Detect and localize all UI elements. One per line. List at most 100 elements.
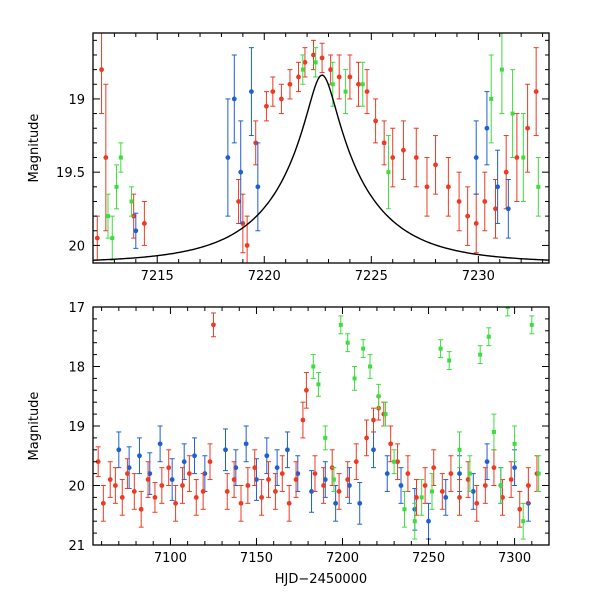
bottom-red-point <box>125 471 130 476</box>
top-red-point <box>514 155 520 160</box>
top-red-point <box>328 67 334 73</box>
top-green-point <box>510 111 515 116</box>
bottom-red-point <box>439 489 445 494</box>
bottom-green-point <box>311 364 316 369</box>
top-red-point <box>278 96 284 102</box>
bottom-red-point <box>279 471 285 476</box>
bottom-red-point <box>312 471 318 476</box>
bottom-blue-point <box>157 441 163 447</box>
bottom-red-point <box>345 477 351 482</box>
top-red-point <box>103 155 109 160</box>
bottom-red-point <box>474 500 480 506</box>
top-red-point <box>99 67 104 73</box>
bottom-y-tick-label: 19 <box>68 420 85 435</box>
bottom-green-point <box>316 382 321 387</box>
top-red-point <box>493 206 498 212</box>
top-red-point <box>433 162 438 168</box>
bottom-blue-point <box>295 471 301 476</box>
bottom-blue-point <box>470 489 476 494</box>
bottom-red-point <box>200 489 206 494</box>
top-red-point <box>244 243 250 248</box>
top-y-tick-label: 19.5 <box>56 166 85 181</box>
bottom-red-point <box>166 465 172 471</box>
bottom-blue-point <box>264 453 270 459</box>
bottom-red-point <box>508 477 514 482</box>
top-y-tick-label: 19 <box>68 93 85 108</box>
bottom-red-point <box>231 477 237 482</box>
bottom-red-point <box>293 477 299 482</box>
bottom-blue-point <box>371 447 376 453</box>
top-ticks <box>92 33 549 263</box>
bottom-blue-point <box>137 453 142 459</box>
top-red-point <box>401 147 406 153</box>
bottom-red-point <box>245 483 251 488</box>
top-red-point <box>482 199 488 204</box>
bottom-red-point <box>119 495 125 500</box>
bottom-blue-point <box>181 459 187 465</box>
bottom-green-point <box>512 441 517 446</box>
top-series-green <box>105 33 541 261</box>
top-red-point <box>465 213 471 219</box>
bottom-red-point <box>517 506 523 512</box>
top-red-point <box>141 221 147 226</box>
bottom-red-point <box>180 483 185 488</box>
top-blue-point <box>495 184 501 190</box>
top-data-series <box>94 33 541 263</box>
bottom-green-point <box>338 322 343 327</box>
bottom-blue-point <box>192 453 197 459</box>
bottom-red-point <box>300 417 306 423</box>
bottom-red-point <box>525 483 531 488</box>
bottom-red-point <box>107 477 113 482</box>
bottom-red-point <box>159 483 165 488</box>
bottom-panel: 7100 7150 7200 7250 7300 17 18 19 20 21 Magnitud… <box>27 301 550 587</box>
bottom-green-point <box>536 471 541 476</box>
bottom-blue-point <box>254 477 259 482</box>
bottom-red-point <box>414 495 419 500</box>
bottom-blue-point <box>333 500 339 506</box>
top-red-point <box>373 118 378 124</box>
top-green-point <box>489 96 494 101</box>
bottom-red-point <box>95 459 101 465</box>
bottom-blue-point <box>223 447 228 453</box>
bottom-green-point <box>361 346 366 351</box>
bottom-red-point <box>273 489 278 494</box>
bottom-green-point <box>447 358 452 363</box>
top-series-blue <box>133 47 511 249</box>
bottom-red-point <box>422 483 428 488</box>
bottom-red-point <box>336 489 342 494</box>
bottom-red-point <box>152 495 158 500</box>
top-blue-point <box>238 169 244 175</box>
bottom-green-point <box>368 364 373 369</box>
top-blue-point <box>473 155 479 160</box>
top-red-point <box>287 81 293 87</box>
bottom-x-axis-label: HJD−2450000 <box>275 572 367 587</box>
top-green-point <box>105 214 110 219</box>
bottom-red-point <box>211 322 216 328</box>
bottom-red-point <box>405 471 411 476</box>
bottom-green-point <box>345 340 350 345</box>
bottom-y-tick-label: 17 <box>68 301 85 316</box>
bottom-green-point <box>457 447 462 452</box>
bottom-red-point <box>500 495 505 500</box>
top-x-tick-labels: 7215 7220 7225 7230 <box>141 269 495 284</box>
top-red-point <box>503 169 509 175</box>
top-green-point <box>129 199 134 204</box>
bottom-red-point <box>286 500 292 506</box>
bottom-red-point <box>193 495 199 500</box>
top-blue-point <box>231 96 237 102</box>
bottom-ticks <box>93 306 550 546</box>
bottom-y-tick-label: 18 <box>68 361 85 376</box>
top-green-point <box>330 82 335 87</box>
bottom-blue-point <box>457 471 462 476</box>
top-x-tick-label: 7220 <box>248 269 281 284</box>
bottom-red-point <box>186 471 192 476</box>
bottom-blue-point <box>233 465 239 471</box>
bottom-x-tick-label: 7100 <box>154 551 187 566</box>
bottom-data-series <box>95 307 542 540</box>
top-green-point <box>114 184 119 189</box>
top-red-point <box>381 140 387 146</box>
bottom-red-point <box>448 471 454 476</box>
top-green-point <box>360 82 365 87</box>
top-red-point <box>236 199 241 204</box>
top-green-point <box>521 155 526 160</box>
